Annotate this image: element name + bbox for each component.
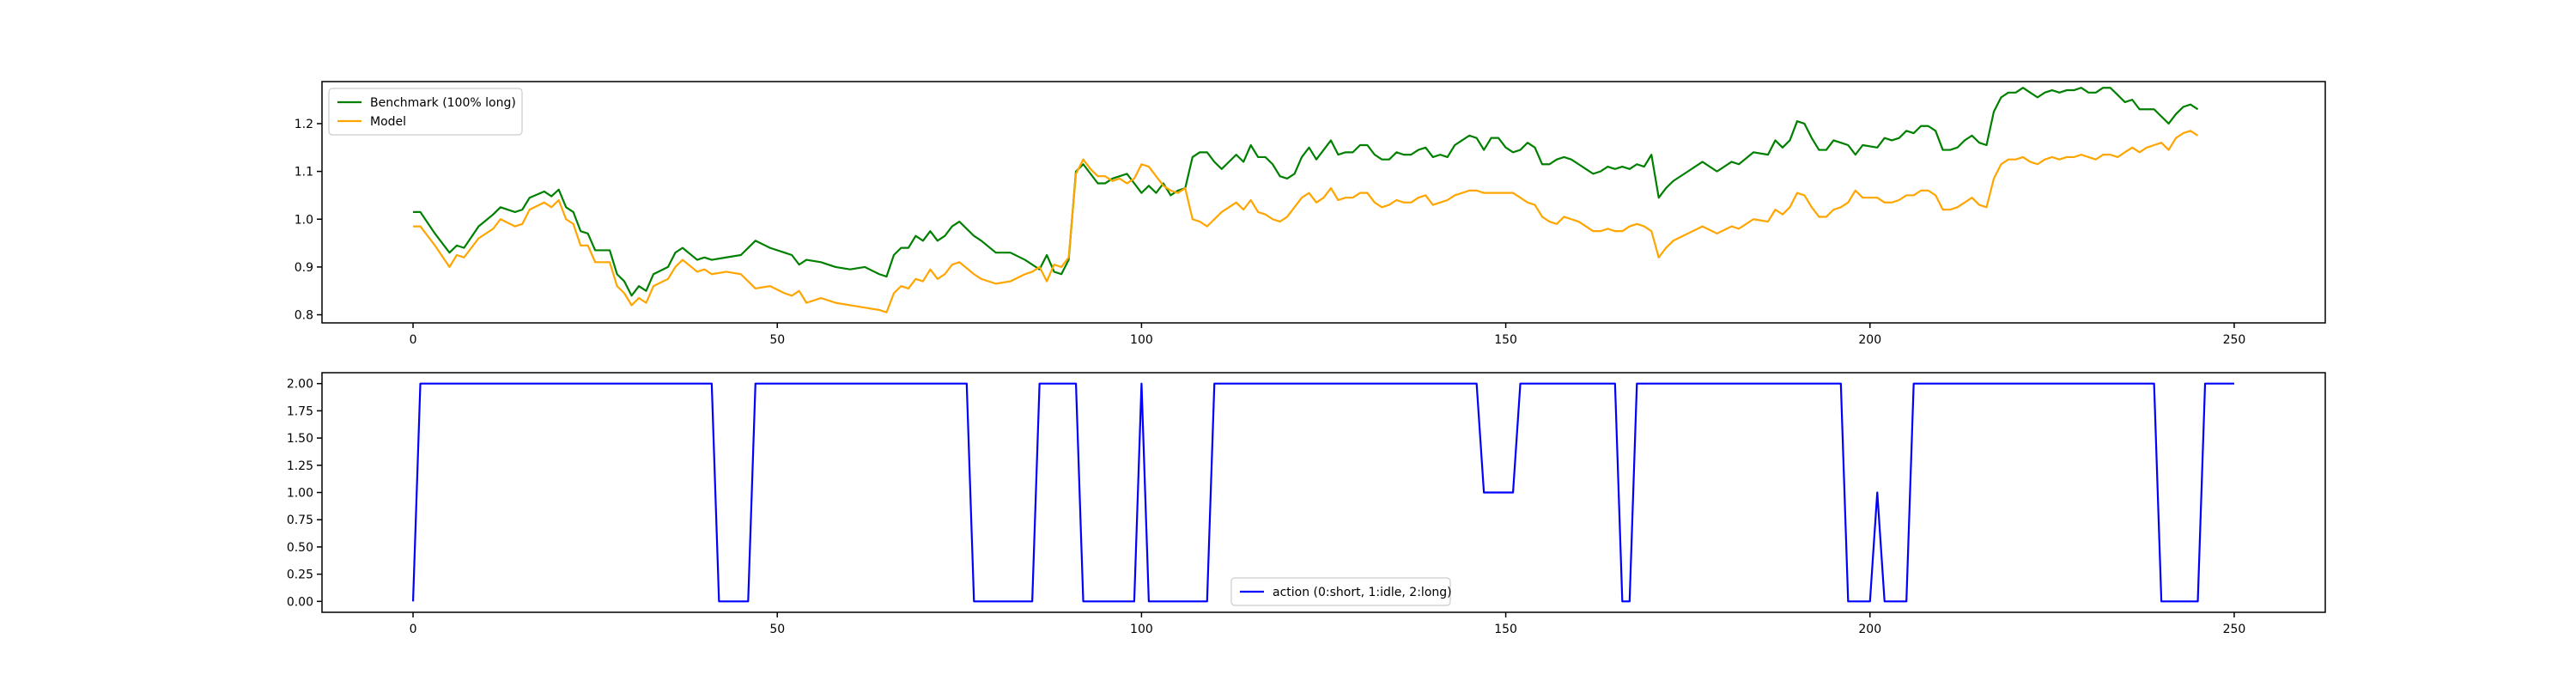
x-tick-label-0-2: 100: [1130, 333, 1153, 347]
y-tick-label-1-6: 1.50: [287, 432, 313, 446]
y-tick-label-1-3: 0.75: [287, 514, 313, 527]
x-tick-label-0-5: 250: [2223, 333, 2246, 347]
legend-label-0-1: Model: [370, 115, 406, 129]
legend-0: Benchmark (100% long) Model: [329, 88, 522, 135]
x-tick-label-0-1: 50: [769, 333, 785, 347]
y-tick-label-1-7: 1.75: [287, 404, 313, 418]
y-tick-label-0-3: 1.1: [295, 166, 313, 179]
y-tick-label-0-2: 1.0: [295, 213, 313, 227]
legend-label-1-0: action (0:short, 1:idle, 2:long): [1273, 586, 1452, 599]
x-tick-label-0-3: 150: [1494, 333, 1517, 347]
x-tick-label-1-0: 0: [410, 623, 417, 636]
x-tick-label-1-1: 50: [769, 623, 785, 636]
y-tick-label-1-2: 0.50: [287, 541, 313, 555]
y-tick-label-0-1: 0.9: [295, 261, 313, 275]
x-tick-label-0-0: 0: [410, 333, 417, 347]
x-tick-label-1-5: 250: [2223, 623, 2246, 636]
top-chart-performance: 0 50 100 150 200 250 0.8 0.9 1.0 1.1 1.2 Benchmark …: [295, 82, 2325, 347]
axes-frame-1: [322, 373, 2325, 612]
series-line-0-1: [413, 131, 2197, 312]
y-tick-label-0-0: 0.8: [295, 309, 313, 323]
y-tick-label-1-8: 2.00: [287, 378, 313, 392]
y-tick-label-1-5: 1.25: [287, 459, 313, 473]
x-tick-label-0-4: 200: [1858, 333, 1881, 347]
bottom-chart-actions: 0 50 100 150 200 250 0.00 0.25 0.50 0.75 1.00 1.25 1…: [287, 373, 2325, 636]
legend-1: action (0:short, 1:idle, 2:long): [1231, 578, 1452, 605]
x-tick-label-1-4: 200: [1858, 623, 1881, 636]
legend-label-0-0: Benchmark (100% long): [370, 96, 516, 110]
x-tick-label-1-3: 150: [1494, 623, 1517, 636]
axes-frame-0: [322, 82, 2325, 323]
y-tick-label-0-4: 1.2: [295, 118, 313, 131]
y-tick-label-1-1: 0.25: [287, 568, 313, 582]
y-tick-label-1-4: 1.00: [287, 487, 313, 501]
y-tick-label-1-0: 0.00: [287, 595, 313, 609]
x-tick-label-1-2: 100: [1130, 623, 1153, 636]
series-line-1-0: [413, 384, 2234, 602]
